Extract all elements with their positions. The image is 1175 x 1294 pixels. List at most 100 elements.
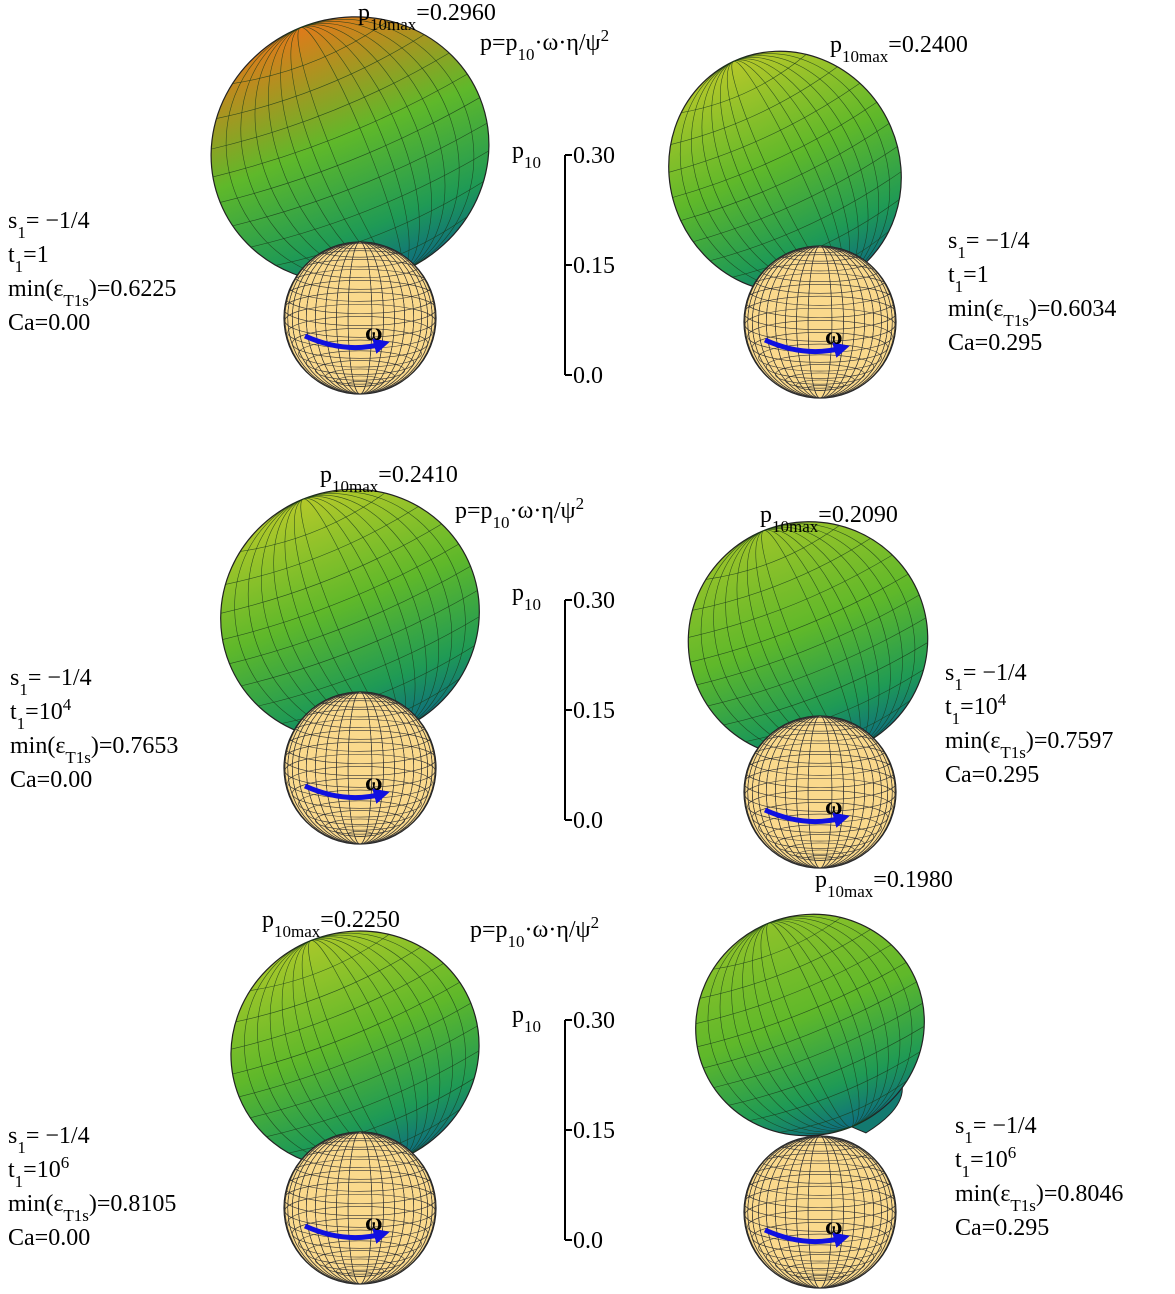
text-run: Ca=0.00 — [8, 1225, 90, 1251]
subscript: 1 — [15, 257, 24, 276]
text-run: p — [320, 462, 332, 488]
subscript: 1 — [952, 709, 961, 728]
subscript: 10 — [518, 45, 535, 64]
supscript: 6 — [1008, 1143, 1017, 1162]
scale-tick-label: 0.30 — [573, 588, 615, 614]
text-run: s — [948, 228, 957, 254]
text-run: )=0.7597 — [1026, 728, 1114, 754]
param-line: Ca=0.00 — [10, 767, 92, 793]
param-line: Ca=0.00 — [8, 1225, 90, 1251]
text-run: =10 — [970, 1147, 1008, 1173]
param-line: s1= −1/4 — [945, 660, 1027, 694]
subscript: 10 — [524, 153, 541, 172]
text-run: = −1/4 — [963, 660, 1027, 686]
text-run: = −1/4 — [973, 1113, 1037, 1139]
text-run: s — [8, 208, 17, 234]
param-line: Ca=0.295 — [945, 762, 1039, 788]
text-run: min(ε — [948, 296, 1003, 322]
scale-tick-label: 0.15 — [573, 698, 615, 724]
subscript: T1s — [63, 1206, 89, 1225]
param-line: min(εT1s)=0.6034 — [948, 296, 1116, 330]
text-run: =1 — [23, 242, 49, 268]
text-run: =10 — [23, 1157, 61, 1183]
text-run: s — [10, 665, 19, 691]
subscript: 10 — [524, 1017, 541, 1036]
param-line: min(εT1s)=0.7653 — [10, 733, 178, 767]
text-run: = −1/4 — [26, 1123, 90, 1149]
text-run: Ca=0.295 — [948, 330, 1042, 356]
scale-tick-label: 0.30 — [573, 143, 615, 169]
subscript: 1 — [954, 675, 963, 694]
scale-label: p10 — [512, 138, 541, 172]
subscript: T1s — [1003, 311, 1029, 330]
param-line: s1= −1/4 — [8, 1123, 90, 1157]
text-run: )=0.8046 — [1036, 1181, 1124, 1207]
param-line: s1= −1/4 — [948, 228, 1030, 262]
scale-formula: p=p10·ω·η/ψ2 — [470, 913, 599, 951]
page: p=p10·ω·η/ψ2p100.300.150.0ωp10max=0.2960… — [0, 0, 1175, 1294]
lobe — [662, 880, 962, 1180]
text-run: =0.2090 — [818, 502, 898, 528]
param-line: s1= −1/4 — [955, 1113, 1037, 1147]
pmax-label: p10max=0.2400 — [830, 32, 968, 66]
figure: p=p10·ω·η/ψ2p100.300.150.0ωp10max=0.2960… — [0, 0, 1175, 1294]
text-run: = −1/4 — [26, 208, 90, 234]
text-run: p — [512, 580, 524, 606]
text-run: p — [830, 32, 842, 58]
supscript: 2 — [576, 494, 585, 513]
scale-tick-label: 0.0 — [573, 1228, 603, 1254]
text-run: min(ε — [8, 276, 63, 302]
supscript: 2 — [591, 913, 600, 932]
param-line: t1=1 — [948, 262, 989, 296]
text-run: min(ε — [8, 1191, 63, 1217]
param-line: min(εT1s)=0.8105 — [8, 1191, 176, 1225]
text-run: Ca=0.295 — [945, 762, 1039, 788]
text-run: =0.2410 — [378, 462, 458, 488]
text-run: =10 — [25, 699, 63, 725]
supscript: 6 — [61, 1153, 70, 1172]
text-run: s — [945, 660, 954, 686]
scale-label: p10 — [512, 1002, 541, 1036]
scale-tick-label: 0.30 — [573, 1008, 615, 1034]
text-run: p=p — [455, 498, 493, 524]
subscript: 1 — [955, 277, 964, 296]
param-line: s1= −1/4 — [10, 665, 92, 699]
scale-tick-label: 0.15 — [573, 253, 615, 279]
text-run: )=0.6034 — [1029, 296, 1117, 322]
text-run: =0.2250 — [320, 907, 400, 933]
text-run: p=p — [470, 917, 508, 943]
omega-label: ω — [365, 770, 383, 796]
text-run: p — [512, 1002, 524, 1028]
text-run: =0.2960 — [416, 0, 496, 26]
param-line: t1=104 — [945, 690, 1007, 728]
text-run: )=0.8105 — [89, 1191, 177, 1217]
supscript: 4 — [998, 690, 1007, 709]
subscript: 10max — [370, 15, 417, 34]
scale-tick-label: 0.0 — [573, 808, 603, 834]
subscript: T1s — [65, 748, 91, 767]
subscript: 10max — [827, 882, 874, 901]
supscript: 2 — [601, 26, 610, 45]
text-run: p=p — [480, 30, 518, 56]
subscript: 10 — [493, 513, 510, 532]
subscript: 10 — [508, 932, 525, 951]
pmax-label: p10max=0.1980 — [815, 867, 953, 901]
text-run: ·ω·η/ψ — [510, 498, 576, 524]
lobe-surface — [662, 880, 958, 1170]
text-run: p — [262, 907, 274, 933]
text-run: s — [8, 1123, 17, 1149]
subscript: 10 — [524, 595, 541, 614]
text-run: = −1/4 — [28, 665, 92, 691]
omega-label: ω — [825, 1214, 843, 1240]
pmax-label: p10max=0.2960 — [358, 0, 496, 34]
subscript: 10max — [274, 922, 321, 941]
subscript: 1 — [962, 1162, 971, 1181]
subscript: T1s — [1010, 1196, 1036, 1215]
subscript: 1 — [17, 1138, 26, 1157]
param-line: min(εT1s)=0.7597 — [945, 728, 1113, 762]
text-run: p — [358, 0, 370, 26]
subscript: T1s — [63, 291, 89, 310]
supscript: 4 — [63, 695, 72, 714]
subscript: 10max — [772, 517, 819, 536]
scale-formula: p=p10·ω·η/ψ2 — [455, 494, 584, 532]
